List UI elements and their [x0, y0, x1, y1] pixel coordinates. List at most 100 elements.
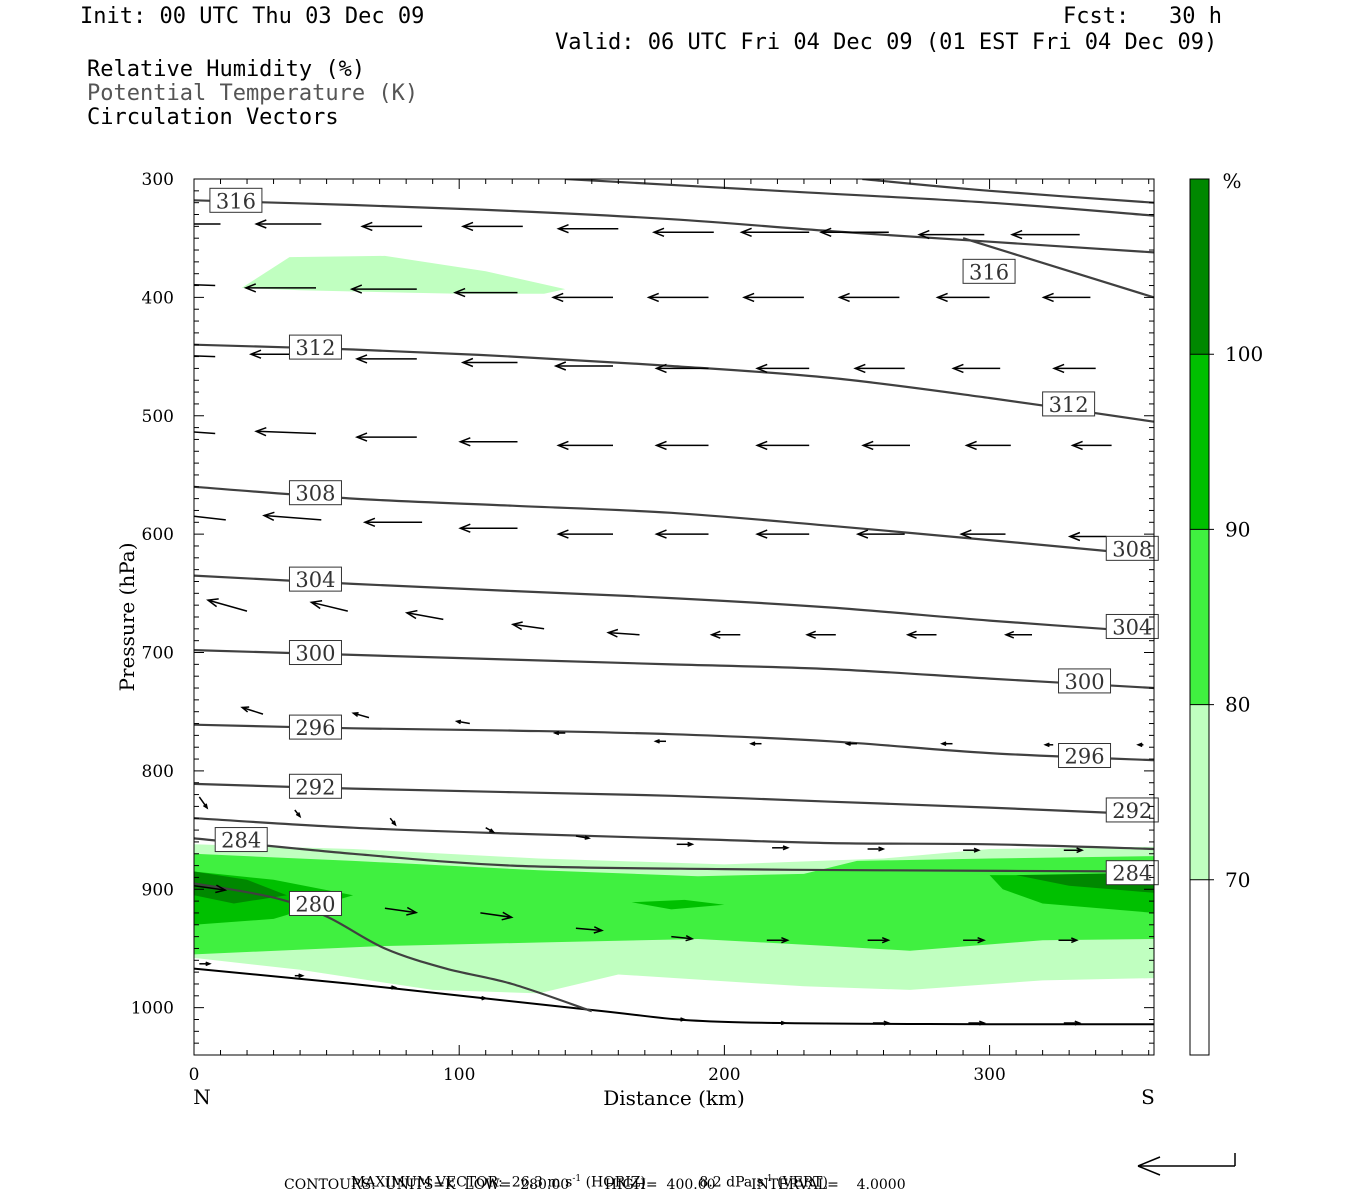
vector-shaft — [207, 599, 248, 612]
contour-label-box-292-0 — [288, 773, 342, 799]
circulation-vector — [905, 630, 937, 639]
circulation-vector — [362, 517, 423, 527]
vector-head — [391, 820, 397, 827]
vector-head — [905, 630, 917, 639]
vector-head — [510, 621, 523, 631]
colorbar-segment-90 — [1190, 354, 1209, 530]
contour-label-box-280-0 — [288, 890, 342, 916]
vector-head — [354, 432, 368, 442]
vector-head — [1041, 292, 1054, 303]
horiz-exponent: -1 — [572, 1174, 582, 1184]
y-tick-label: 800 — [142, 762, 174, 782]
circulation-vector — [404, 609, 444, 621]
vector-head — [351, 711, 359, 717]
contour-label-box-284-1 — [1105, 860, 1159, 886]
vector-shaft — [194, 431, 216, 435]
circulation-vector — [844, 741, 857, 746]
vector-head — [855, 529, 869, 539]
vector-shaft — [575, 835, 590, 839]
circulation-vector — [872, 1020, 891, 1026]
y-tick-label: 500 — [142, 407, 174, 427]
contour-label-box-316-1 — [962, 258, 1016, 284]
contour-label-284-0: 284 — [221, 829, 261, 853]
circulation-vector — [654, 440, 709, 451]
theta-contour-296-8 — [194, 723, 1154, 762]
circulation-vector — [651, 227, 714, 237]
colorbar: 70 80 90 100 — [1189, 178, 1263, 1056]
vector-head — [458, 523, 471, 533]
circulation-vector — [964, 440, 1011, 451]
circulation-vector — [963, 847, 981, 853]
vector-head — [406, 906, 419, 916]
vector-head — [654, 440, 667, 451]
contour-label-292-0: 292 — [295, 775, 335, 799]
circulation-vector — [243, 283, 316, 293]
vector-shaft — [406, 612, 444, 621]
vector-head — [501, 911, 514, 921]
vector-head — [360, 221, 373, 232]
circulation-vector — [480, 995, 488, 1001]
contour-label-312-0: 312 — [295, 336, 335, 360]
circulation-vector — [805, 630, 836, 639]
contour-label-284-1: 284 — [1112, 862, 1152, 886]
contour-label-296-1: 296 — [1064, 745, 1104, 769]
circulation-vector — [480, 911, 514, 921]
contour-label-box-300-0 — [288, 640, 342, 666]
theta-contour-316-2 — [862, 179, 1154, 204]
vector-head — [240, 706, 250, 713]
circulation-vector — [294, 809, 302, 819]
circulation-vector — [294, 973, 305, 978]
contour-label-box-312-0 — [288, 334, 342, 360]
vector-shaft — [194, 355, 216, 358]
circulation-vector — [453, 287, 518, 298]
circulation-vector — [653, 739, 666, 744]
y-axis-label: Pressure (hPa) — [115, 543, 139, 692]
contour-label-box-284-0 — [214, 827, 268, 853]
circulation-vector — [739, 227, 810, 237]
circulation-vector — [742, 292, 804, 303]
theta-contour-316-1 — [565, 179, 1154, 217]
vector-head — [951, 363, 964, 374]
vector-head — [453, 287, 466, 298]
vector-head — [1071, 937, 1079, 944]
vector-head — [883, 1020, 891, 1026]
contour-label-box-308-1 — [1105, 535, 1159, 561]
vector-head — [1010, 229, 1023, 240]
vector-head — [606, 628, 619, 638]
vector-shaft — [194, 884, 226, 891]
vector-head — [687, 841, 695, 847]
circulation-vector — [254, 219, 322, 229]
circulation-vector — [1063, 1020, 1082, 1026]
contour-label-box-304-1 — [1105, 613, 1159, 639]
vert-tag: (VERT) — [777, 1174, 828, 1191]
circulation-vector — [917, 229, 985, 240]
y-tick-label: 1000 — [131, 999, 174, 1019]
vector-head — [391, 985, 398, 990]
terrain-line — [194, 967, 1154, 1026]
circulation-vector — [853, 363, 905, 374]
legend-circulation-vectors: Circulation Vectors — [87, 105, 339, 130]
circulation-vector — [1070, 440, 1112, 451]
contour-label-316-0: 316 — [216, 189, 256, 213]
circulation-vector — [309, 599, 348, 612]
vector-head — [295, 812, 302, 819]
vector-head — [254, 219, 267, 229]
theta-contour-300-7 — [194, 649, 1154, 690]
humidity-shading — [194, 255, 1154, 994]
x-tick-label: 200 — [708, 1065, 740, 1085]
vector-head — [780, 1020, 788, 1026]
vert-exponent: -1 — [763, 1174, 773, 1184]
vector-head — [552, 730, 560, 736]
legend-potential-temperature: Potential Temperature (K) — [87, 81, 419, 106]
circulation-vector — [460, 221, 523, 232]
circulation-vector — [351, 711, 370, 719]
x-axis-label: Distance (km) — [603, 1086, 745, 1110]
theta-contours — [194, 179, 1154, 1013]
circulation-vector — [510, 621, 545, 631]
x-tick-label: 100 — [443, 1065, 475, 1085]
vector-head — [940, 741, 947, 746]
circulation-vector — [676, 841, 695, 847]
circulation-vector — [349, 284, 417, 294]
circulation-vector — [262, 511, 322, 521]
circulation-vector — [194, 284, 216, 287]
